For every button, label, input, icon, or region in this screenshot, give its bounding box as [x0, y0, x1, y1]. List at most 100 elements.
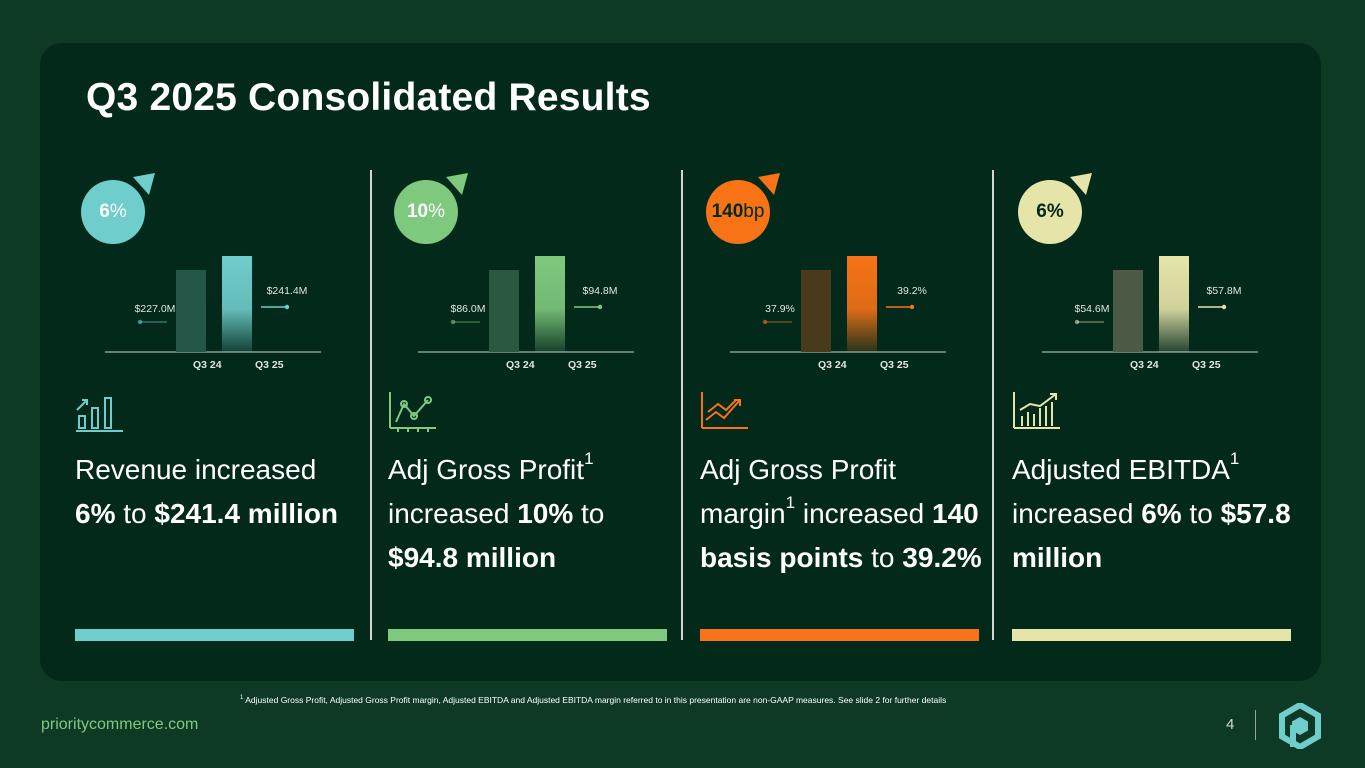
bar-q3-25 [1159, 256, 1189, 352]
leader-dot [762, 319, 768, 325]
leader-dot [284, 304, 290, 310]
bar-q3-24 [801, 270, 831, 352]
arrow-pointer-icon [446, 173, 468, 195]
x-tick-label: Q3 25 [1192, 359, 1221, 370]
leader-dot [1074, 319, 1080, 325]
value-label: $241.4M [267, 285, 308, 297]
description-text: increased [1012, 498, 1142, 529]
arrow-pointer-icon [133, 173, 155, 195]
bar-q3-25 [535, 256, 565, 352]
change-badge: 6% [1018, 180, 1082, 244]
badge-value: 6 [99, 201, 110, 222]
x-tick-label: Q3 25 [880, 359, 909, 370]
footnote-marker: 1 [240, 695, 244, 702]
badge-value: 140 [711, 201, 744, 222]
footnote-ref: 1 [584, 449, 594, 468]
metric-panel-adjusted-ebitda: 6% Q3 24 Q3 25 $54.6M $57.8M Adjusted EBITD… [1012, 170, 1312, 650]
metric-description: Revenue increased 6% to $241.4 million [75, 448, 360, 536]
x-tick-label: Q3 24 [1130, 359, 1159, 370]
value-label: 37.9% [765, 303, 795, 315]
description-text: $57.8 million [1012, 498, 1291, 573]
accent-bar [75, 629, 354, 641]
change-badge: 140 bp [706, 180, 770, 244]
bar-q3-24 [489, 270, 519, 352]
accent-bar [700, 629, 979, 641]
footer-separator [1255, 710, 1256, 740]
bar-q3-25 [222, 256, 252, 352]
footnote-text: Adjusted Gross Profit, Adjusted Gross Pr… [245, 695, 947, 705]
bar-q3-25 [847, 256, 877, 352]
metric-panel-adj-gross-profit-margin: 140 bp Q3 24 Q3 25 37.9% 39.2% Adj Gross Pro… [700, 170, 1000, 650]
x-tick-label: Q3 25 [255, 359, 284, 370]
metric-description: Adjusted EBITDA1 increased 6% to $57.8 m… [1012, 448, 1297, 580]
description-text: 6% [1141, 498, 1182, 529]
footnote-ref: 1 [1229, 449, 1240, 468]
arrow-pointer-icon [1070, 173, 1092, 195]
description-text: 140 basis points [700, 498, 979, 573]
metric-panel-adj-gross-profit: 10% Q3 24 Q3 25 $86.0M $94.8M Adj Gross Pro… [388, 170, 688, 650]
description-text: $94.8 million [388, 542, 557, 573]
leader-dot [1221, 304, 1227, 310]
comparison-chart: Q3 24 Q3 25 $54.6M $57.8M [1042, 256, 1258, 370]
description-text: increased [795, 498, 933, 529]
page-number: 4 [1226, 716, 1235, 733]
comparison-chart: Q3 24 Q3 25 $227.0M $241.4M [105, 256, 321, 370]
column-divider [370, 170, 372, 640]
x-tick-label: Q3 24 [818, 359, 847, 370]
description-text: to [115, 498, 155, 529]
description-text: Adjusted EBITDA [1012, 454, 1230, 485]
comparison-chart: Q3 24 Q3 25 37.9% 39.2% [730, 256, 946, 370]
content-card [40, 43, 1321, 681]
description-text: to [863, 542, 903, 573]
line-graph-icon [389, 392, 436, 432]
description-text: to [1181, 498, 1221, 529]
x-tick-label: Q3 25 [568, 359, 597, 370]
footnote-ref: 1 [785, 493, 796, 512]
description-text: increased [388, 498, 518, 529]
description-text: to [573, 498, 605, 529]
leader-dot [450, 319, 456, 325]
leader-dot [137, 319, 143, 325]
arrow-pointer-icon [758, 173, 780, 195]
trend-up-icon [701, 392, 748, 429]
leader-dot [597, 304, 603, 310]
accent-bar [388, 629, 667, 641]
description-text: 10% [517, 498, 574, 529]
badge-unit: % [428, 201, 446, 222]
metric-description: Adj Gross Profit margin1 increased 140 b… [700, 448, 985, 580]
badge-value: 6% [1036, 201, 1064, 222]
description-text: 39.2% [902, 542, 982, 573]
metric-panel-revenue: 6% Q3 24 Q3 25 $227.0M $241.4M Revenue incr… [75, 170, 375, 650]
leader-dot [909, 304, 915, 310]
description-text: 6% [75, 498, 116, 529]
value-label: $86.0M [450, 303, 485, 315]
badge-unit: % [109, 201, 127, 222]
bar-chart-trend-icon [1013, 392, 1060, 429]
bar-q3-24 [176, 270, 206, 352]
value-label: 39.2% [897, 285, 927, 297]
description-text: Adj Gross Profit [388, 454, 585, 485]
metric-description: Adj Gross Profit1 increased 10% to $94.8… [388, 448, 673, 580]
website-link[interactable]: prioritycommerce.com [41, 716, 199, 733]
column-divider [681, 170, 683, 640]
description-text: $241.4 million [154, 498, 339, 529]
value-label: $54.6M [1074, 303, 1109, 315]
column-divider [992, 170, 994, 640]
change-badge: 6% [81, 180, 145, 244]
description-text: Revenue increased [75, 454, 317, 485]
bar-q3-24 [1113, 270, 1143, 352]
comparison-chart: Q3 24 Q3 25 $86.0M $94.8M [418, 256, 634, 370]
x-tick-label: Q3 24 [193, 359, 222, 370]
priority-logo-icon [1279, 703, 1321, 749]
bar-growth-icon [76, 397, 123, 432]
value-label: $57.8M [1206, 285, 1241, 297]
value-label: $227.0M [135, 303, 176, 315]
description-text: Adj Gross Profit margin [700, 454, 897, 529]
footnote: 1 Adjusted Gross Profit, Adjusted Gross … [240, 695, 946, 705]
change-badge: 10% [394, 180, 458, 244]
x-tick-label: Q3 24 [506, 359, 535, 370]
value-label: $94.8M [582, 285, 617, 297]
accent-bar [1012, 629, 1291, 641]
page-title: Q3 2025 Consolidated Results [86, 76, 651, 119]
badge-unit: bp [743, 201, 765, 222]
